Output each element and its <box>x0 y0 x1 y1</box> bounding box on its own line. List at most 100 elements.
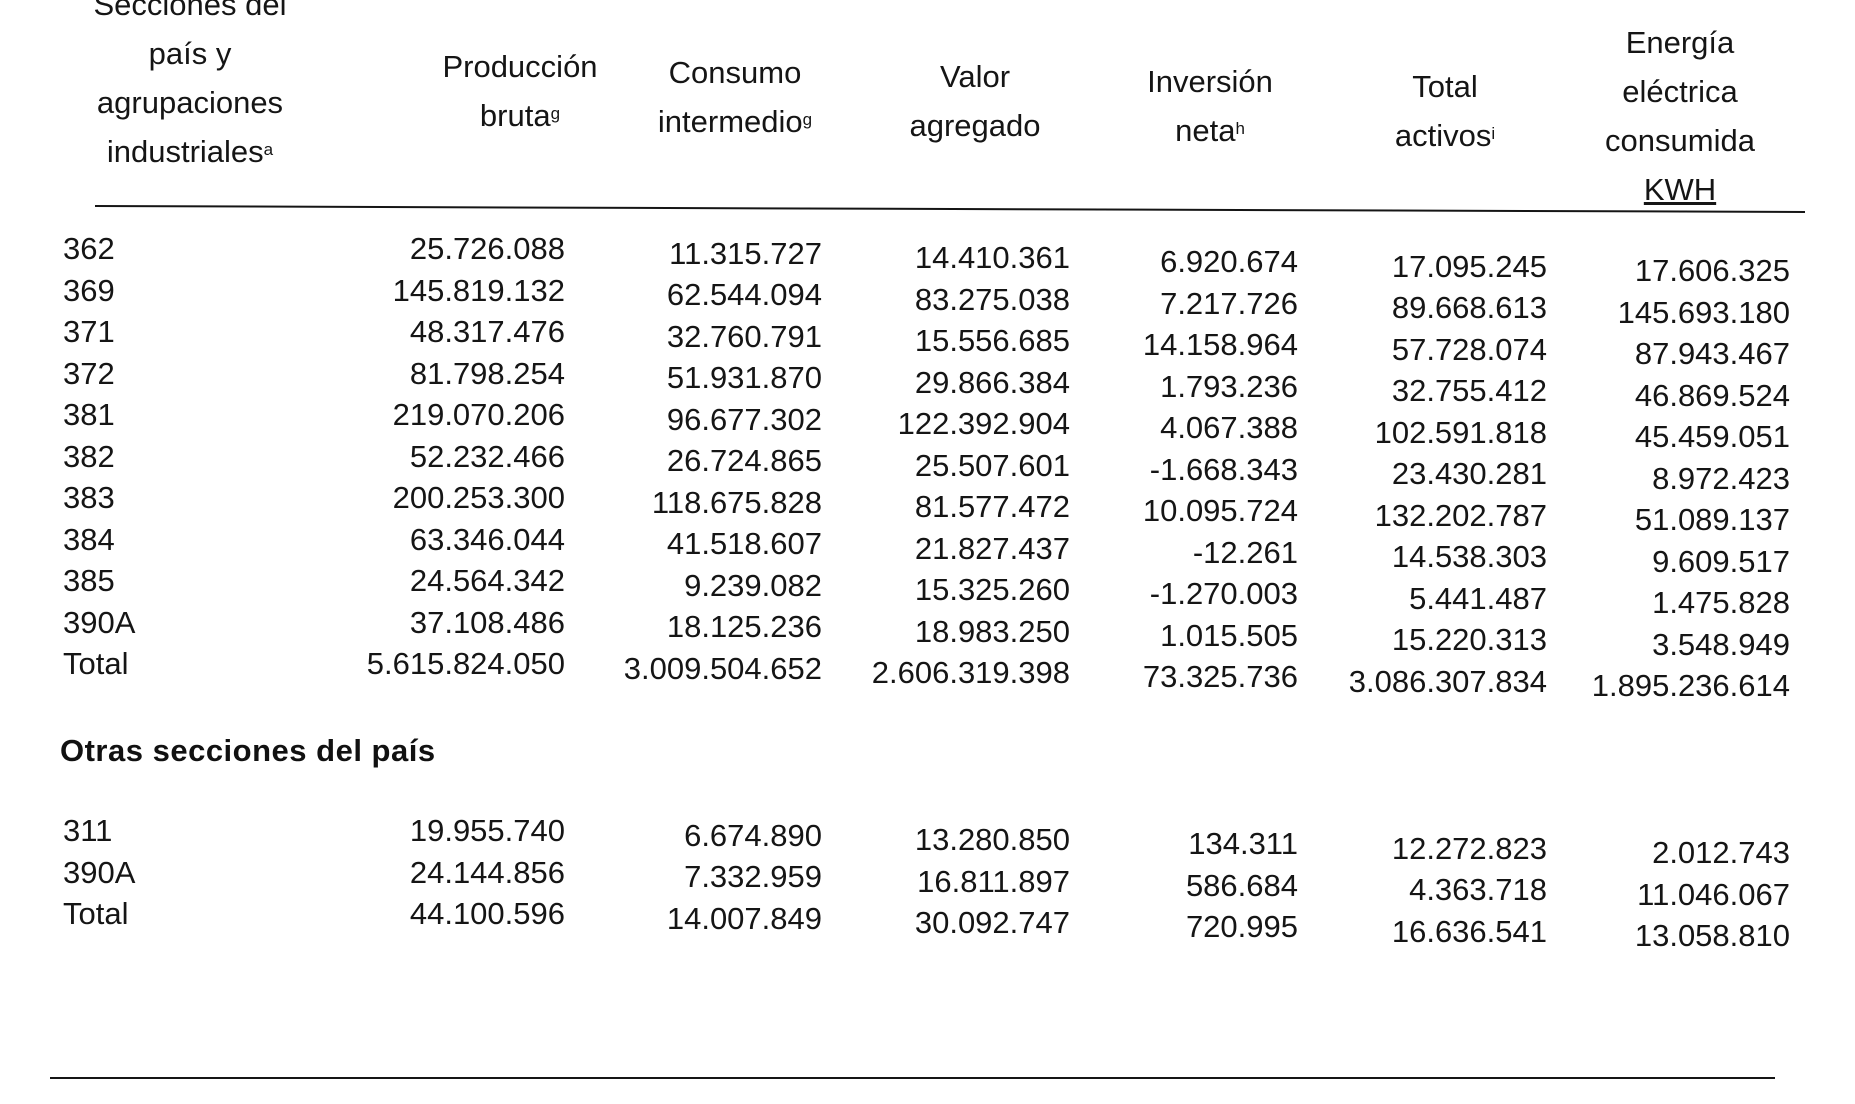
header-consumo: Consumo intermediog <box>625 48 845 146</box>
header-consumo-line-2-text: intermedio <box>657 104 803 139</box>
row-code: 381 <box>63 397 115 432</box>
header-energia-line-2: eléctrica <box>1622 74 1738 109</box>
cell-inversion: 6.920.674 <box>1160 244 1298 280</box>
header-rule <box>94 205 1805 213</box>
row-code: 390A <box>63 854 136 890</box>
cell-energia: 45.459.051 <box>1634 419 1790 455</box>
cell-consumo: 11.315.727 <box>669 235 822 271</box>
cell-produccion: 5.615.824.050 <box>366 646 565 681</box>
cell-energia: 13.058.810 <box>1634 918 1790 954</box>
cell-activos: 16.636.541 <box>1391 913 1547 949</box>
row-code: 382 <box>63 438 115 474</box>
header-valor: Valor agregado <box>865 52 1085 150</box>
header-section-line-4: industrialesa <box>60 127 320 176</box>
section-title-otras: Otras secciones del país <box>60 733 436 768</box>
header-inversion: Inversión netah <box>1100 57 1320 155</box>
cell-activos: 3.086.307.834 <box>1348 663 1547 699</box>
row-code: 372 <box>63 355 115 391</box>
cell-produccion: 63.346.044 <box>409 521 565 557</box>
cell-inversion: 73.325.736 <box>1142 659 1298 695</box>
header-energia: Energía eléctrica consumida KWH <box>1570 18 1790 214</box>
table-row: 385 24.564.342 9.239.082 15.325.260 -1.270.0… <box>0 560 1855 620</box>
table-total-row: Total 44.100.596 14.007.849 30.092.747 720.9… <box>0 893 1855 953</box>
footnote-mark-a: a <box>263 140 274 159</box>
cell-inversion: 720.995 <box>1185 909 1298 945</box>
header-produccion-line-2-text: bruta <box>479 98 551 133</box>
cell-energia: 9.609.517 <box>1652 543 1790 579</box>
cell-consumo: 9.239.082 <box>684 567 822 603</box>
cell-activos: 57.728.074 <box>1391 331 1547 367</box>
cell-inversion: -1.270.003 <box>1149 576 1298 612</box>
cell-produccion: 19.955.740 <box>409 813 565 848</box>
cell-valor: 83.275.038 <box>914 281 1070 317</box>
cell-valor: 29.866.384 <box>914 364 1070 400</box>
table-row: 371 48.317.476 32.760.791 15.556.685 14.158.… <box>0 311 1855 371</box>
cell-produccion: 52.232.466 <box>409 438 565 474</box>
row-code: Total <box>63 646 129 681</box>
row-code: 362 <box>63 231 115 266</box>
cell-activos: 14.538.303 <box>1391 539 1547 575</box>
table-row: 369 145.819.132 62.544.094 83.275.038 7.217.… <box>0 270 1855 330</box>
footnote-mark-h: h <box>1235 119 1245 138</box>
cell-energia: 1.895.236.614 <box>1591 668 1790 704</box>
cell-energia: 87.943.467 <box>1634 336 1790 372</box>
table-row: 372 81.798.254 51.931.870 29.866.384 1.793.2… <box>0 353 1855 413</box>
header-inversion-line-1: Inversión <box>1147 64 1273 99</box>
table-total-row: Total 5.615.824.050 3.009.504.652 2.606.319… <box>0 643 1855 703</box>
cell-activos: 4.363.718 <box>1409 872 1547 908</box>
header-section-line-1: Secciones del <box>93 0 287 22</box>
cell-consumo: 14.007.849 <box>666 900 822 936</box>
cell-inversion: 10.095.724 <box>1142 493 1298 529</box>
footnote-mark-i: i <box>1491 124 1496 143</box>
table-row: 390A 37.108.486 18.125.236 18.983.250 1.015.… <box>0 602 1855 662</box>
footnote-mark-g2: g <box>802 110 813 129</box>
cell-consumo: 41.518.607 <box>666 526 822 562</box>
header-activos-line-1: Total <box>1412 69 1478 104</box>
header-activos: Total activosi <box>1345 62 1545 160</box>
row-code: 390A <box>63 604 136 640</box>
cell-inversion: 4.067.388 <box>1160 410 1298 446</box>
row-code: Total <box>63 896 129 931</box>
table-row: 362 25.726.088 11.315.727 14.410.361 6.920.6… <box>0 228 1855 288</box>
cell-consumo: 32.760.791 <box>666 318 822 354</box>
cell-consumo: 7.332.959 <box>684 859 822 895</box>
cell-activos: 132.202.787 <box>1374 497 1547 533</box>
cell-inversion: 7.217.726 <box>1160 285 1298 321</box>
bottom-rule <box>50 1077 1775 1079</box>
cell-inversion: -12.261 <box>1192 534 1298 570</box>
header-produccion: Producción brutag <box>395 42 645 140</box>
cell-produccion: 24.564.342 <box>409 563 565 598</box>
cell-produccion: 37.108.486 <box>409 604 565 640</box>
cell-produccion: 48.317.476 <box>409 314 565 349</box>
header-produccion-line-2: brutag <box>395 91 645 140</box>
table-row: 382 52.232.466 26.724.865 25.507.601 -1.668.… <box>0 436 1855 496</box>
row-code: 311 <box>63 813 113 848</box>
cell-valor: 21.827.437 <box>914 530 1070 566</box>
header-energia-line-4: KWH <box>1643 172 1717 207</box>
cell-consumo: 51.931.870 <box>666 360 822 396</box>
cell-activos: 32.755.412 <box>1391 373 1547 409</box>
cell-energia: 46.869.524 <box>1634 377 1790 413</box>
cell-valor: 14.410.361 <box>914 240 1070 276</box>
cell-inversion: -1.668.343 <box>1149 451 1298 487</box>
header-activos-line-2: activosi <box>1345 111 1545 160</box>
cell-valor: 18.983.250 <box>914 613 1070 649</box>
row-code: 384 <box>63 521 115 557</box>
table-row: 381 219.070.206 96.677.302 122.392.904 4.067… <box>0 394 1855 454</box>
cell-activos: 12.272.823 <box>1391 830 1547 866</box>
header-energia-line-1: Energía <box>1625 25 1735 60</box>
cell-produccion: 24.144.856 <box>409 854 565 890</box>
header-consumo-line-1: Consumo <box>668 55 802 90</box>
cell-valor: 122.392.904 <box>897 406 1070 442</box>
cell-energia: 1.475.828 <box>1652 585 1790 621</box>
cell-consumo: 96.677.302 <box>666 401 822 437</box>
table-row: 390A 24.144.856 7.332.959 16.811.897 586.684… <box>0 852 1855 912</box>
cell-produccion: 145.819.132 <box>392 272 565 308</box>
cell-valor: 25.507.601 <box>914 447 1070 483</box>
cell-valor: 15.325.260 <box>914 572 1070 608</box>
cell-energia: 3.548.949 <box>1652 626 1790 662</box>
row-code: 385 <box>63 563 115 598</box>
header-valor-line-2: agregado <box>909 108 1041 143</box>
header-section-line-3: agrupaciones <box>96 85 284 120</box>
cell-activos: 5.441.487 <box>1409 580 1547 616</box>
